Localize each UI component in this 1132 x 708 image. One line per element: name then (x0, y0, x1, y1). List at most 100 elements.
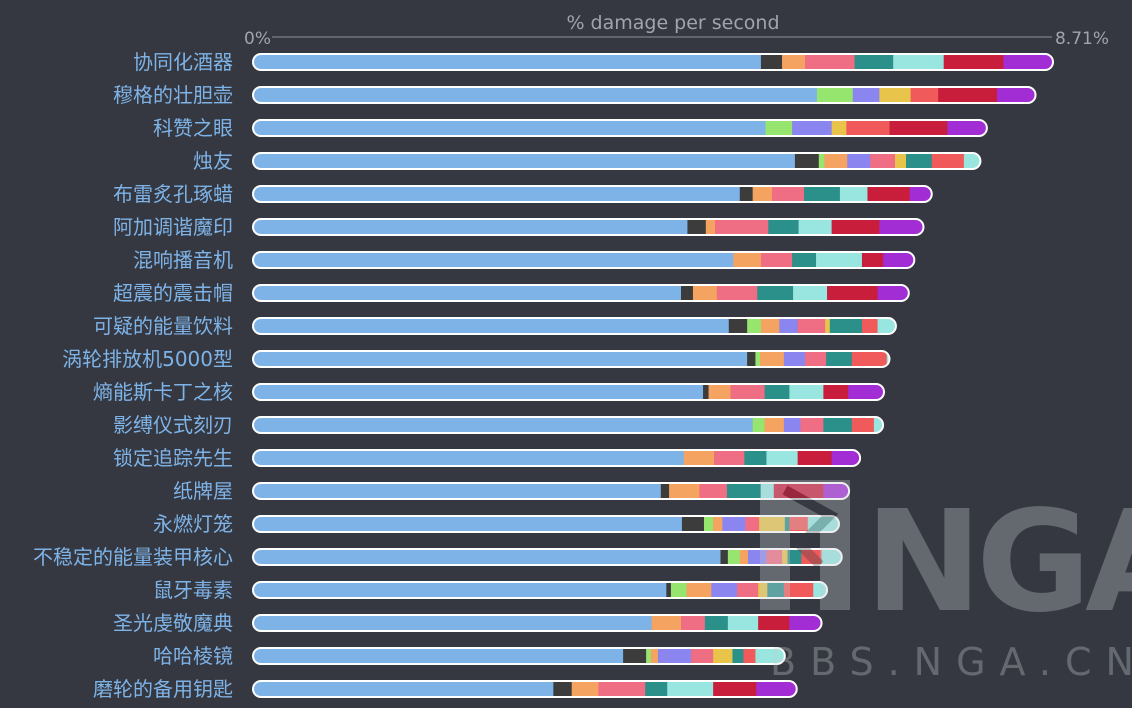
bar-segment (883, 252, 915, 268)
bar-segment (755, 648, 785, 664)
bar-segment (877, 285, 909, 301)
bar-row: 哈哈棱镜 (153, 644, 786, 668)
bar-segment (758, 615, 790, 631)
bar-label: 哈哈棱镜 (153, 644, 233, 668)
bar-segment (660, 483, 670, 499)
bar-segment (893, 54, 945, 70)
bar-segment (747, 318, 762, 334)
bar-segment (861, 318, 878, 334)
bar-segment (827, 285, 878, 301)
bar-segment (705, 219, 716, 235)
bar-segment (789, 615, 822, 631)
bar-segment (253, 87, 818, 103)
bar-segment (733, 252, 762, 268)
bar-outline (252, 53, 1054, 71)
bar-segment (253, 615, 652, 631)
bar-segment (739, 186, 753, 202)
bar-segment (877, 318, 896, 334)
bar-segment (773, 483, 824, 499)
bar-segment (727, 549, 741, 565)
bar-segment (831, 450, 861, 466)
bar-segment (253, 351, 748, 367)
bar-outline (252, 317, 897, 335)
bar-outline (252, 86, 1037, 104)
bar-row: 锁定追踪先生 (113, 446, 862, 470)
bar-segments (253, 516, 839, 532)
bar-outline (252, 449, 862, 467)
bar-segment (805, 351, 827, 367)
bar-segment (681, 516, 705, 532)
bar-segment (798, 219, 832, 235)
bar-segment (704, 615, 729, 631)
bar-segment (867, 186, 911, 202)
bar-segment (800, 417, 824, 433)
bar-segment (826, 351, 853, 367)
bar-segment (253, 483, 662, 499)
bar-segment (253, 252, 734, 268)
bar-segment (650, 648, 659, 664)
bar-row: 涡轮排放机5000型 (62, 347, 891, 371)
bar-outline (252, 185, 933, 203)
bar-row: 鼠牙毒素 (153, 578, 829, 602)
bar-segment (730, 384, 765, 400)
bar-segment (804, 186, 841, 202)
bar-segment (784, 516, 790, 532)
bar-segment (805, 54, 855, 70)
bar-segments (253, 87, 1036, 103)
bar-row: 烛友 (193, 149, 982, 173)
bar-segment (658, 648, 692, 664)
bar-segment (823, 483, 850, 499)
bar-outline (252, 482, 851, 500)
bar-segment (861, 252, 884, 268)
bar-outline (252, 284, 910, 302)
bar-label: 可疑的能量饮料 (93, 314, 233, 338)
bar-label: 不稳定的能量装甲核心 (33, 545, 233, 569)
bar-label: 超震的震击帽 (113, 281, 233, 305)
bar-segment (253, 450, 685, 466)
bar-label: 磨轮的备用钥匙 (93, 677, 233, 701)
bar-segment (669, 483, 700, 499)
bar-row: 圣光虔敬魔典 (113, 611, 823, 635)
bar-outline (252, 218, 925, 236)
bar-segment (816, 252, 863, 268)
bar-segment (910, 87, 939, 103)
bar-segments (253, 681, 797, 697)
bar-label: 圣光虔敬魔典 (113, 611, 233, 635)
bar-segment (253, 219, 688, 235)
bar-segment (794, 153, 820, 169)
bar-segment (931, 153, 965, 169)
bar-segments (253, 549, 842, 565)
bar-row: 布雷炙孔琢蜡 (113, 182, 933, 206)
bar-label: 永燃灯笼 (153, 512, 233, 536)
bar-segment (253, 549, 721, 565)
bar-segment (726, 483, 762, 499)
bar-segment (783, 351, 806, 367)
bar-segment (732, 648, 744, 664)
bar-segment (793, 285, 828, 301)
bar-segment (792, 120, 832, 136)
bar-segment (851, 351, 888, 367)
bar-segments (253, 615, 822, 631)
bar-segment (758, 582, 768, 598)
bar-segment (829, 318, 863, 334)
bar-segments (253, 450, 861, 466)
bar-segment (651, 615, 682, 631)
bar-segment (752, 417, 765, 433)
bar-segment (623, 648, 647, 664)
bar-segment (852, 87, 880, 103)
bar-outline (252, 152, 982, 170)
bar-segment (768, 219, 799, 235)
bar-segment (823, 384, 849, 400)
bar-segment (847, 153, 871, 169)
bar-segment (782, 549, 788, 565)
bar-label: 锁定追踪先生 (113, 446, 233, 470)
bar-segment (722, 516, 746, 532)
bar-segment (743, 648, 756, 664)
bar-outline (252, 416, 885, 434)
bar-outline (252, 251, 916, 269)
bar-label: 科赞之眼 (153, 116, 233, 140)
bar-segment (727, 615, 759, 631)
bar-segment (759, 516, 786, 532)
bar-row: 熵能斯卡丁之核 (93, 380, 885, 404)
bar-segment (744, 450, 767, 466)
